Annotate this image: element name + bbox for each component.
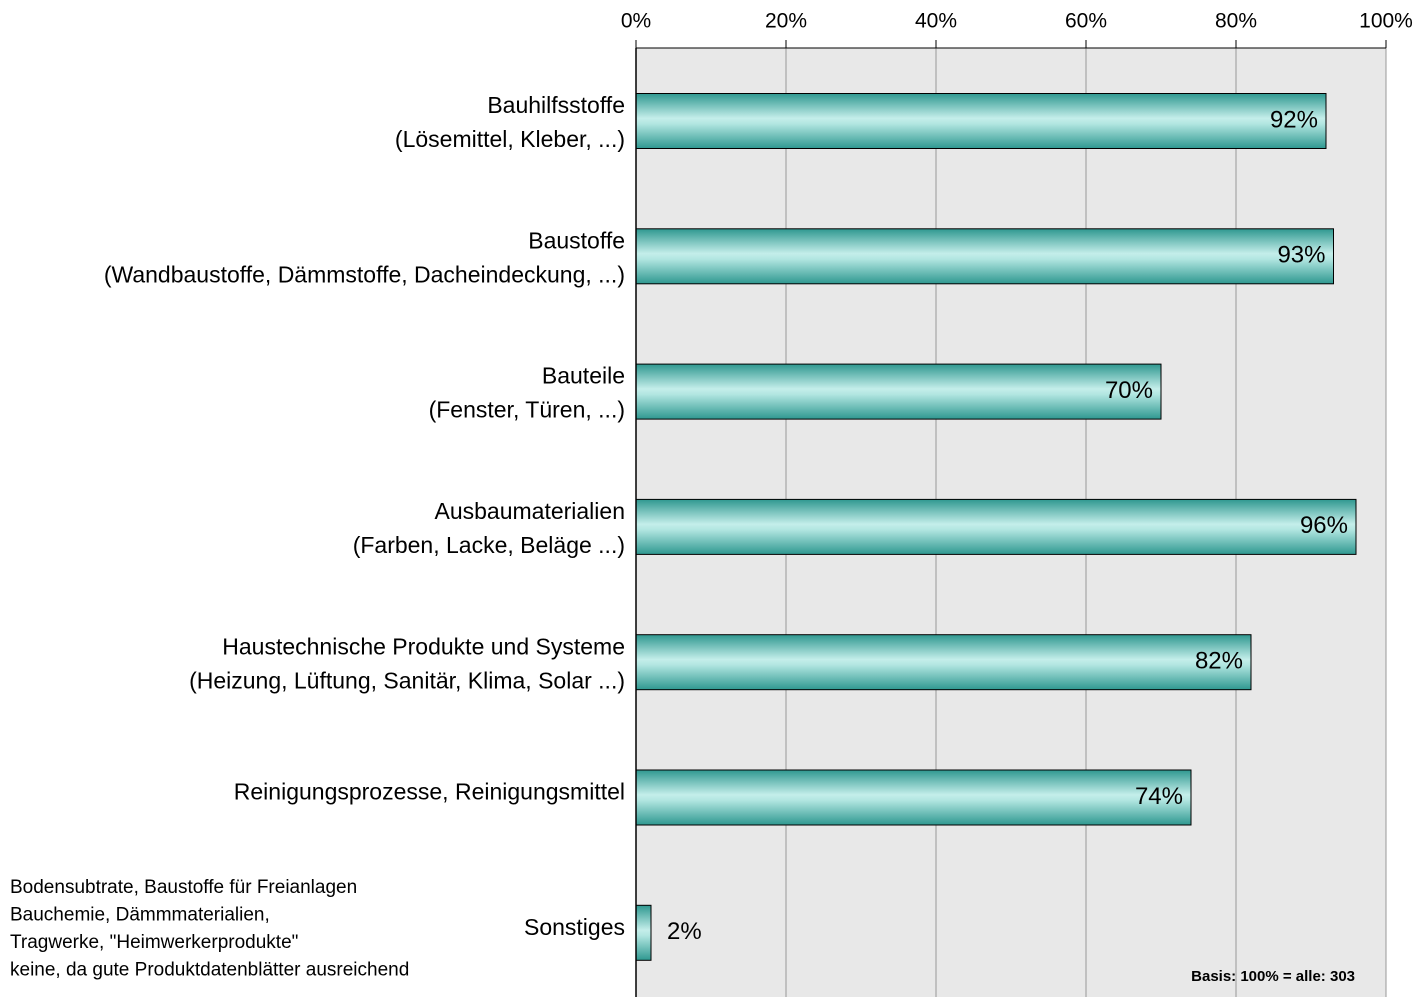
value-label: 93% [1277,242,1325,269]
value-label: 74% [1135,783,1183,810]
x-tick-label: 20% [765,10,807,33]
basis-note: Basis: 100% = alle: 303 [1191,968,1355,985]
value-label: 82% [1195,648,1243,675]
bar [635,93,1327,149]
category-label: (Heizung, Lüftung, Sanitär, Klima, Solar… [189,667,625,693]
category-label: Sonstiges [524,914,625,940]
value-label: 96% [1300,512,1348,539]
category-label: Bauhilfsstoffe [487,92,625,118]
category-label: (Wandbaustoffe, Dämmstoffe, Dacheindecku… [104,261,625,287]
value-label: 2% [667,918,702,945]
bar [635,634,1252,691]
note-line: Bauchemie, Dämmmaterialien, [10,905,270,926]
x-tick-label: 100% [1359,10,1413,33]
x-tick-label: 0% [621,10,651,33]
category-label: Baustoffe [528,227,625,253]
x-tick-label: 60% [1065,10,1107,33]
note-line: Bodensubtrate, Baustoffe für Freianlagen [10,877,357,898]
value-label: 92% [1270,106,1318,133]
category-label: (Farben, Lacke, Beläge ...) [353,532,625,558]
note-line: keine, da gute Produktdatenblätter ausre… [10,960,409,981]
bar [635,769,1192,826]
category-label: (Fenster, Türen, ...) [429,397,625,423]
category-label: Haustechnische Produkte und Systeme [222,633,625,659]
bar [635,228,1334,285]
category-label: Reinigungsprozesse, Reinigungsmittel [234,779,625,805]
bar [635,498,1357,555]
x-tick-label: 80% [1215,10,1257,33]
x-tick-label: 40% [915,10,957,33]
bar [635,363,1162,420]
note-line: Tragwerke, "Heimwerkerprodukte" [10,932,298,953]
bar [635,904,652,961]
category-label: Ausbaumaterialien [434,498,625,524]
category-label: Bauteile [542,363,625,389]
category-label: (Lösemittel, Kleber, ...) [395,126,625,152]
value-label: 70% [1105,377,1153,404]
